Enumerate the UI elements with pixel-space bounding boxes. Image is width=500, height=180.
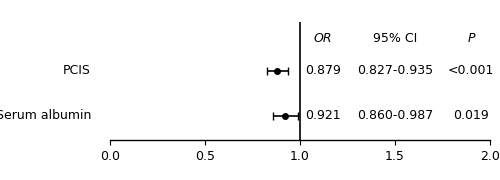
Text: 0.860-0.987: 0.860-0.987	[357, 109, 433, 122]
Text: 0.827-0.935: 0.827-0.935	[357, 64, 433, 77]
Text: PCIS: PCIS	[63, 64, 91, 77]
Text: 0.921: 0.921	[305, 109, 340, 122]
Text: OR: OR	[314, 32, 332, 45]
Text: <0.001: <0.001	[448, 64, 494, 77]
Text: 0.019: 0.019	[453, 109, 489, 122]
Text: 95% CI: 95% CI	[373, 32, 417, 45]
Text: P: P	[467, 32, 475, 45]
Text: 0.879: 0.879	[305, 64, 340, 77]
Text: Serum albumin: Serum albumin	[0, 109, 91, 122]
